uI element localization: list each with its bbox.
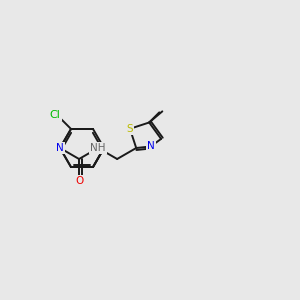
Text: S: S [127, 124, 133, 134]
Text: O: O [75, 176, 83, 186]
Text: N: N [56, 143, 64, 153]
Text: Cl: Cl [50, 110, 60, 120]
Text: NH: NH [90, 143, 106, 153]
Text: N: N [147, 142, 154, 152]
